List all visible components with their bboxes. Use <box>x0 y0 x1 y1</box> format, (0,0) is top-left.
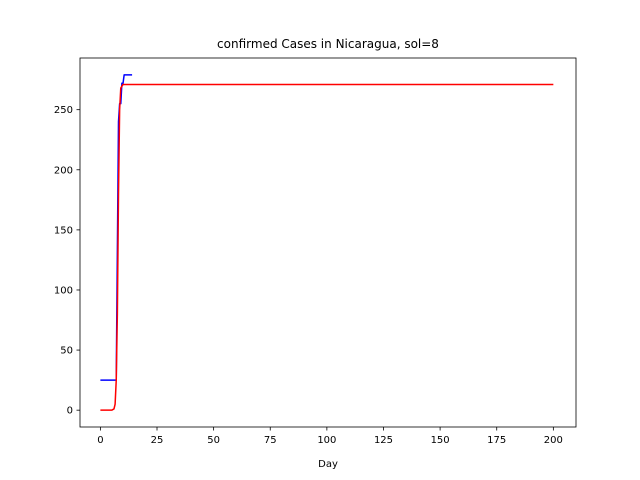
plot-area <box>100 74 554 411</box>
x-tick-label: 25 <box>151 435 164 446</box>
chart-title: confirmed Cases in Nicaragua, sol=8 <box>217 37 439 51</box>
y-tick-label: 100 <box>54 285 73 296</box>
axes-frame <box>79 57 577 428</box>
y-axis-ticks: 0 50 100 150 200 250 <box>54 105 80 417</box>
x-tick-label: 100 <box>317 435 336 446</box>
x-tick-label: 200 <box>544 435 563 446</box>
x-tick-label: 75 <box>264 435 277 446</box>
x-tick-label: 175 <box>487 435 506 446</box>
x-tick-label: 50 <box>207 435 220 446</box>
y-tick-label: 0 <box>67 406 73 417</box>
y-tick-label: 150 <box>54 225 73 236</box>
x-axis-ticks: 0 25 50 75 100 125 150 175 200 <box>97 427 563 446</box>
x-tick-label: 0 <box>97 435 103 446</box>
y-tick-label: 250 <box>54 105 73 116</box>
x-axis-label: Day <box>318 459 338 470</box>
x-tick-label: 125 <box>374 435 393 446</box>
series-line-1 <box>100 83 554 411</box>
y-tick-label: 50 <box>60 346 73 357</box>
y-tick-label: 200 <box>54 165 73 176</box>
x-tick-label: 150 <box>431 435 450 446</box>
